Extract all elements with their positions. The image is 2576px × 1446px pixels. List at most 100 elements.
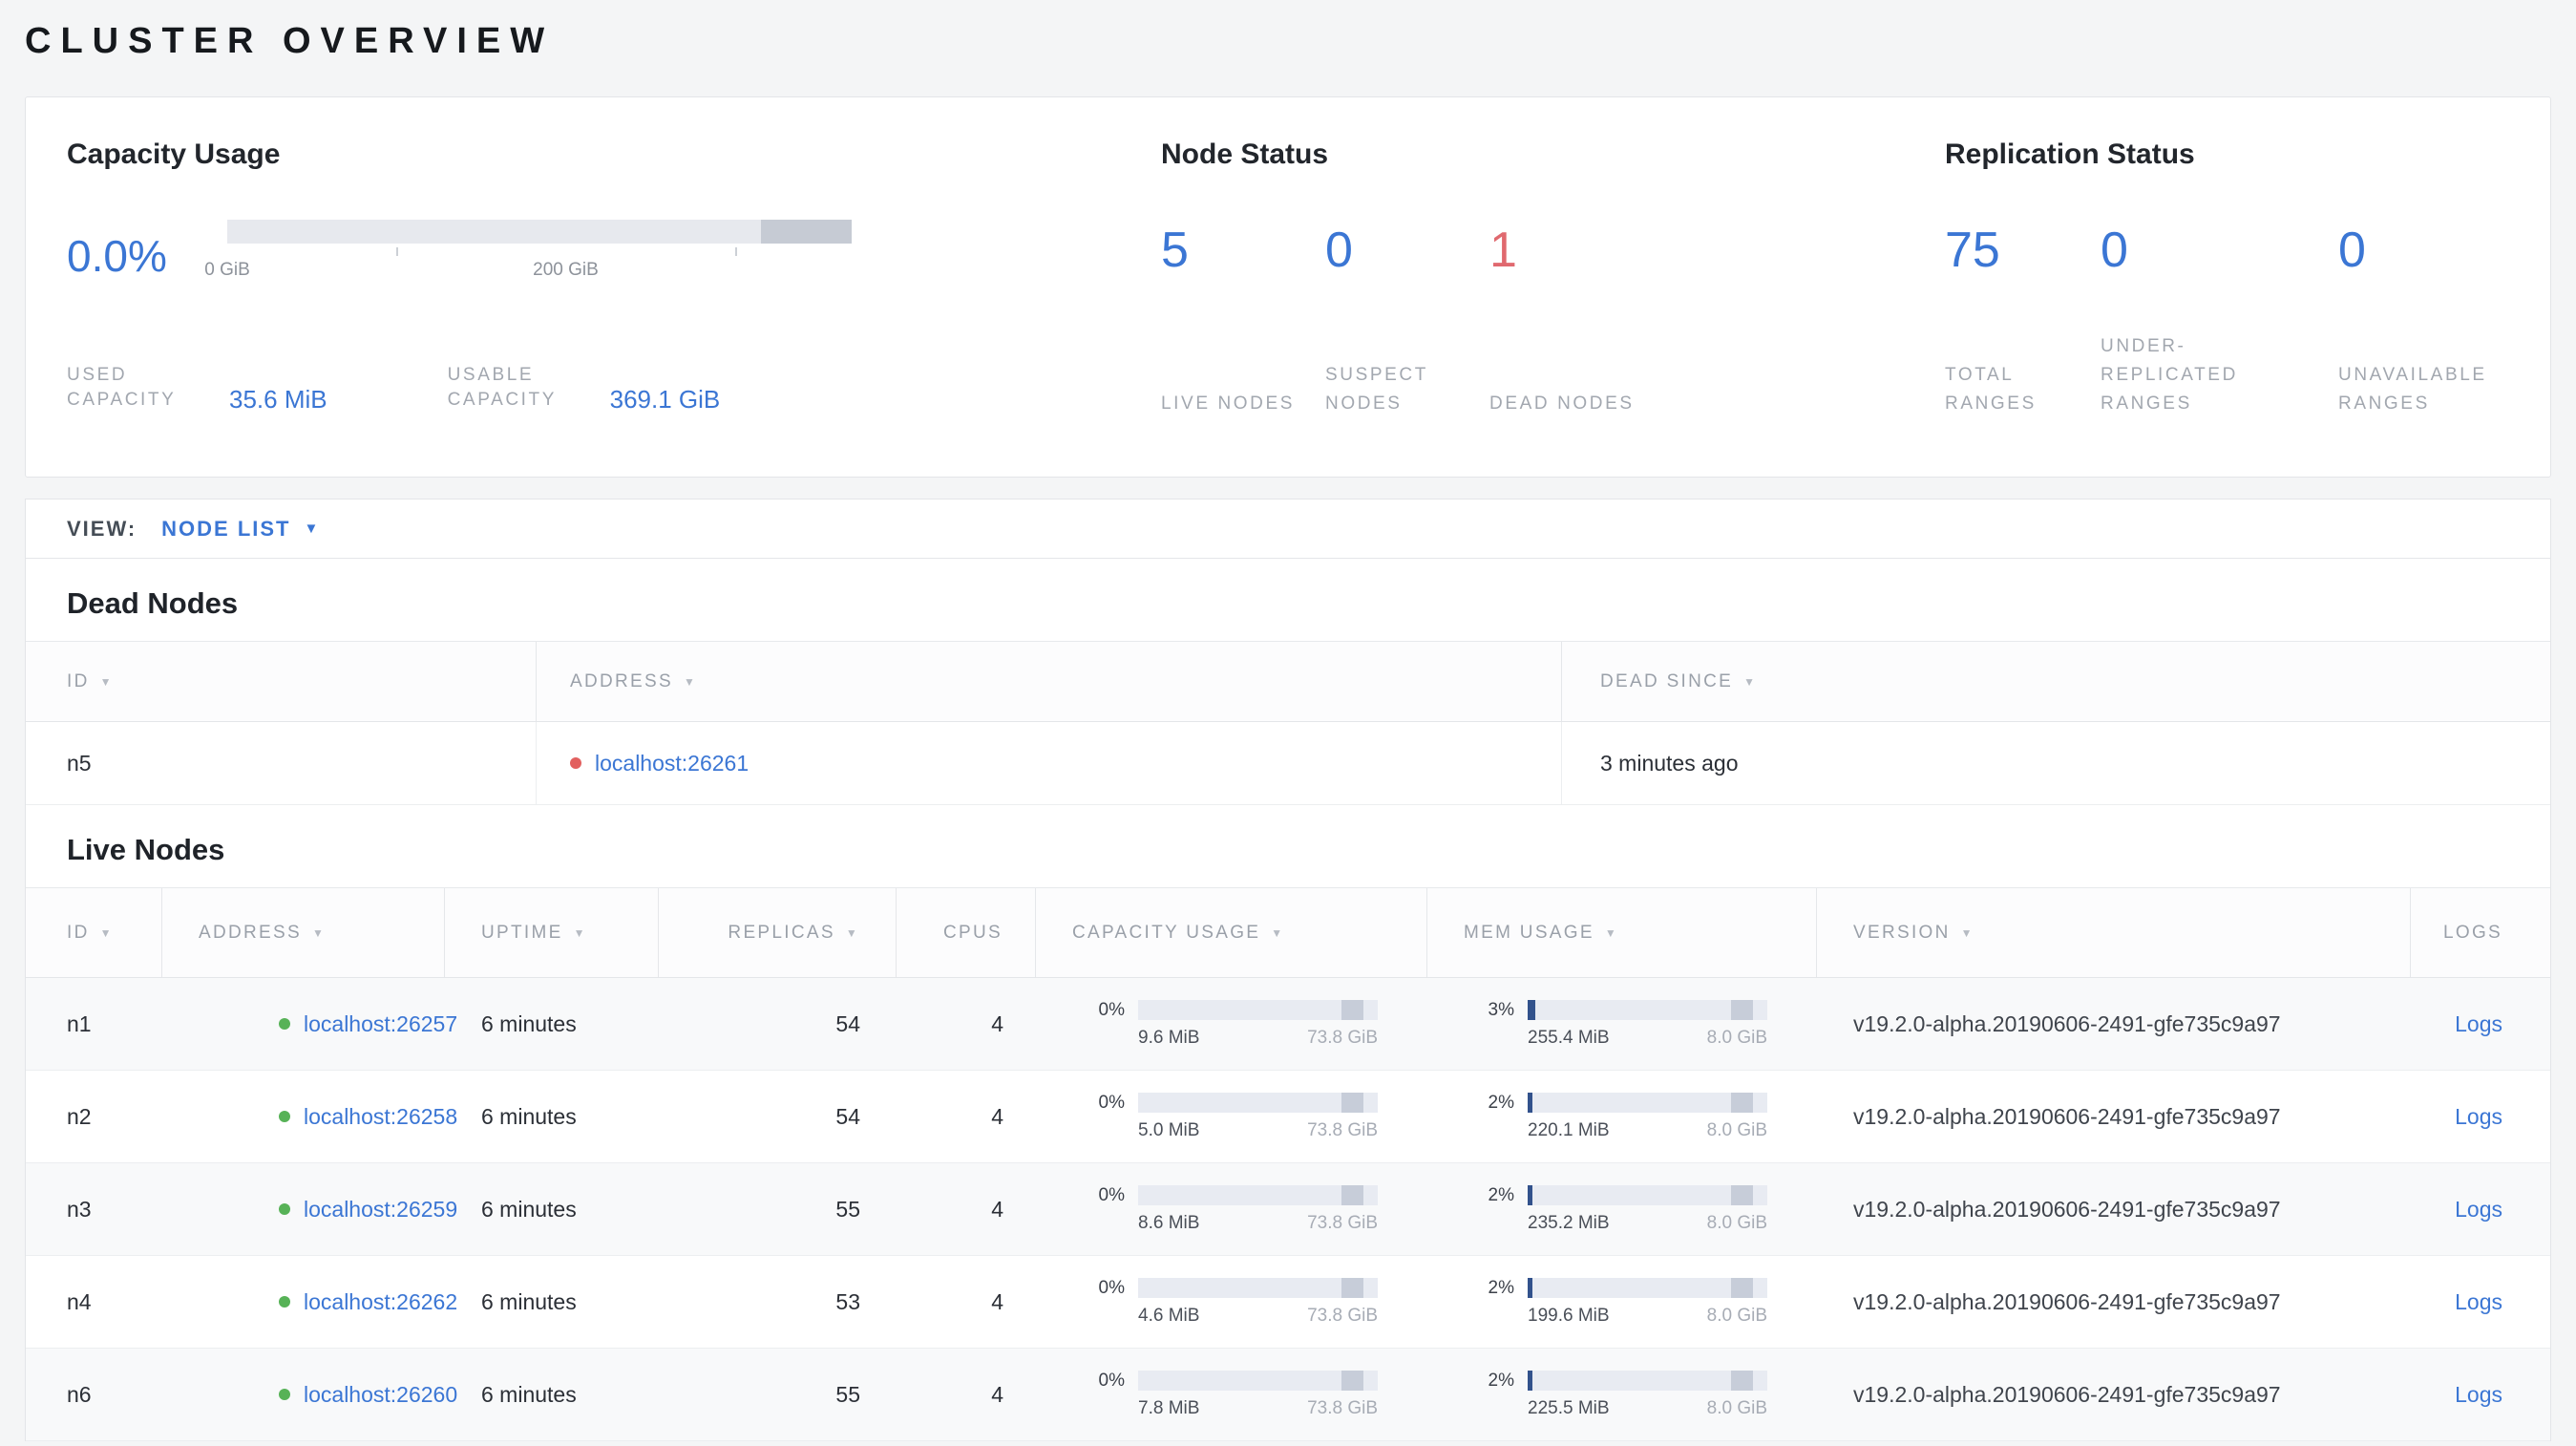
capacity-usage-widget: 0% 5.0 MiB 73.8 GiB: [1099, 1093, 1378, 1141]
table-row: n5 localhost:26261 3 minutes ago: [26, 722, 2550, 805]
table-row: n2 localhost:26258 6 minutes 54 4 0%: [26, 1071, 2550, 1163]
capacity-used-value: 8.6 MiB: [1138, 1212, 1200, 1233]
node-address-cell: localhost:26258: [162, 1071, 457, 1162]
node-address-link[interactable]: localhost:26259: [304, 1196, 458, 1222]
capacity-usage-title: Capacity Usage: [67, 138, 281, 170]
column-header-mem-usage[interactable]: MEM USAGE ▼: [1427, 888, 1817, 977]
node-replicas: 55: [835, 1196, 860, 1222]
node-address-link[interactable]: localhost:26260: [304, 1381, 458, 1407]
mem-usage-percent: 2%: [1488, 1184, 1514, 1205]
node-address-link[interactable]: localhost:26261: [595, 750, 750, 776]
capacity-total-value: 73.8 GiB: [1307, 1305, 1378, 1326]
sort-arrow-icon: ▼: [573, 925, 587, 940]
mem-usage-bar-reserved: [1731, 1278, 1753, 1298]
node-id: n6: [67, 1381, 92, 1407]
mem-usage-bar-used: [1528, 1093, 1533, 1113]
capacity-used-value: 5.0 MiB: [1138, 1119, 1200, 1140]
sort-arrow-icon: ▼: [1960, 925, 1974, 940]
capacity-usage-bar: [1138, 1000, 1378, 1020]
mem-usage-bar-reserved: [1731, 1371, 1753, 1391]
node-logs-cell: Logs: [2411, 978, 2550, 1070]
node-status-live-dot-icon: [279, 1111, 290, 1122]
node-address-link[interactable]: localhost:26258: [304, 1103, 458, 1129]
mem-total-value: 8.0 GiB: [1706, 1027, 1767, 1048]
dropdown-caret-icon: ▼: [304, 521, 319, 537]
capacity-usage-percent: 0%: [1098, 1277, 1125, 1298]
mem-total-value: 8.0 GiB: [1706, 1212, 1767, 1233]
mem-used-value: 199.6 MiB: [1528, 1305, 1610, 1326]
column-header-replicas[interactable]: REPLICAS ▼: [659, 888, 897, 977]
capacity-bar-track: [227, 220, 852, 244]
node-version-cell: v19.2.0-alpha.20190606-2491-gfe735c9a97: [1817, 1163, 2411, 1255]
live-nodes-table-body: n1 localhost:26257 6 minutes 54 4 0%: [26, 978, 2550, 1441]
sort-arrow-icon: ▼: [1271, 925, 1285, 940]
mem-usage-bar: [1528, 1000, 1767, 1020]
sort-arrow-icon: ▼: [311, 925, 327, 940]
mem-usage-bar: [1528, 1093, 1767, 1113]
capacity-usage-percent: 0%: [1098, 999, 1125, 1020]
column-header-dead-since[interactable]: DEAD SINCE ▼: [1600, 670, 1758, 691]
capacity-total-value: 73.8 GiB: [1307, 1212, 1378, 1233]
column-header-id[interactable]: ID ▼: [26, 642, 537, 721]
node-cpus: 4: [991, 1010, 1003, 1036]
node-status-live-dot-icon: [279, 1203, 290, 1215]
column-header-capacity-usage[interactable]: CAPACITY USAGE ▼: [1036, 888, 1427, 977]
logs-link[interactable]: Logs: [2455, 1196, 2502, 1222]
node-id: n1: [67, 1010, 92, 1036]
node-version-cell: v19.2.0-alpha.20190606-2491-gfe735c9a97: [1817, 1071, 2411, 1162]
capacity-bar: 0 GiB 200 GiB: [204, 220, 852, 292]
mem-usage-bar-used: [1528, 1185, 1533, 1205]
capacity-usage-widget: 0% 8.6 MiB 73.8 GiB: [1099, 1185, 1378, 1234]
summary-card: Capacity Usage 0.0% 0 GiB 200 GiB USED C…: [25, 96, 2551, 478]
capacity-usage-bar-reserved: [1341, 1093, 1363, 1113]
column-header-version[interactable]: VERSION ▼: [1817, 888, 2411, 977]
logs-link[interactable]: Logs: [2455, 1010, 2502, 1036]
logs-link[interactable]: Logs: [2455, 1381, 2502, 1407]
capacity-usage-widget: 0% 9.6 MiB 73.8 GiB: [1099, 1000, 1378, 1049]
logs-link[interactable]: Logs: [2455, 1288, 2502, 1314]
node-capacity-usage-cell: 0% 7.8 MiB 73.8 GiB: [1036, 1349, 1427, 1440]
stat-value: 0: [2338, 223, 2366, 278]
node-address-cell: localhost:26257: [162, 978, 457, 1070]
stat-item: 75 TOTAL RANGES: [1945, 222, 2101, 418]
node-logs-cell: Logs: [2411, 1163, 2550, 1255]
usable-capacity-value: 369.1 GiB: [609, 385, 721, 414]
mem-used-value: 220.1 MiB: [1528, 1119, 1610, 1140]
node-address-link[interactable]: localhost:26262: [304, 1288, 458, 1314]
nodes-panel: VIEW: NODE LIST ▼ Dead Nodes ID ▼ ADDRES…: [25, 499, 2551, 1441]
stat-label: TOTAL RANGES: [1945, 365, 2037, 414]
sort-arrow-icon: ▼: [845, 925, 859, 940]
node-status-live-dot-icon: [279, 1296, 290, 1308]
column-header-address[interactable]: ADDRESS ▼: [162, 888, 445, 977]
node-address-link[interactable]: localhost:26257: [304, 1010, 458, 1036]
node-list-dropdown[interactable]: NODE LIST ▼: [161, 517, 318, 542]
mem-usage-bar-used: [1528, 1371, 1533, 1391]
capacity-total-value: 73.8 GiB: [1307, 1119, 1378, 1140]
node-uptime: 6 minutes: [481, 1381, 577, 1407]
mem-usage-bar: [1528, 1278, 1767, 1298]
node-replicas: 55: [835, 1381, 860, 1407]
node-capacity-usage-cell: 0% 5.0 MiB 73.8 GiB: [1036, 1071, 1427, 1162]
column-header-address[interactable]: ADDRESS ▼: [537, 642, 1562, 721]
mem-usage-widget: 2% 235.2 MiB 8.0 GiB: [1489, 1185, 1767, 1234]
capacity-usage-bar: [1138, 1093, 1378, 1113]
live-nodes-title: Live Nodes: [67, 833, 225, 866]
mem-usage-widget: 2% 220.1 MiB 8.0 GiB: [1489, 1093, 1767, 1141]
logs-link[interactable]: Logs: [2455, 1103, 2502, 1129]
column-header-uptime[interactable]: UPTIME ▼: [445, 888, 659, 977]
capacity-bar-reserved: [761, 220, 852, 244]
node-version-cell: v19.2.0-alpha.20190606-2491-gfe735c9a97: [1817, 978, 2411, 1070]
node-logs-cell: Logs: [2411, 1256, 2550, 1348]
used-capacity-value: 35.6 MiB: [229, 385, 327, 414]
node-logs-cell: Logs: [2411, 1071, 2550, 1162]
column-header-id[interactable]: ID ▼: [26, 888, 162, 977]
node-uptime: 6 minutes: [481, 1010, 577, 1036]
node-address-cell: localhost:26262: [162, 1256, 457, 1348]
node-id: n2: [67, 1103, 92, 1129]
node-cpus: 4: [991, 1288, 1003, 1314]
mem-total-value: 8.0 GiB: [1706, 1119, 1767, 1140]
capacity-axis-label: 0 GiB: [204, 260, 250, 280]
node-version-cell: v19.2.0-alpha.20190606-2491-gfe735c9a97: [1817, 1256, 2411, 1348]
node-address-cell: localhost:26260: [162, 1349, 457, 1440]
